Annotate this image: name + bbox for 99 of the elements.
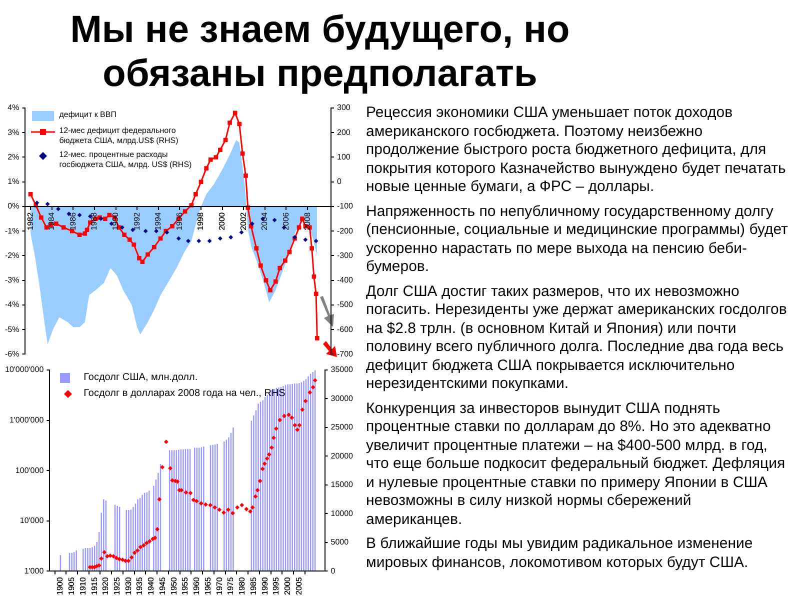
y-tick-label: -5% [4, 324, 20, 334]
legend-label: 12-мес. процентные расходы госбюджета США, млрд. US$ (RHS) [59, 150, 193, 170]
legend-label: 12-мес дефицит федерального бюджета США, млрд.US$ (RHS) [59, 126, 180, 146]
y-tick-label: -4% [4, 300, 20, 310]
y-tick-label: 2% [8, 152, 20, 162]
y2-tick-label: -300 [336, 250, 354, 260]
point [176, 236, 181, 241]
point [34, 200, 40, 205]
legend-label: Госдолг США, млн.долл. [84, 372, 198, 384]
point [186, 238, 190, 244]
y-tick-label: -6% [4, 349, 20, 358]
x-tick-label: 1970 [214, 576, 224, 595]
text: Конкуренция за инвесторов вынудит США поднять процентные ставки по долларам до 8%. Но это адекватно увеличит процентные платежи – на $400-500 млрд. в год, что еще больше подкосит федеральный бюджет. Дефляция и нулевые процентные ставки по примеру Японии в США невозможны в силу низкой нормы сбережений американцев. [366, 400, 786, 529]
x-tick-label: 1984 [47, 212, 56, 230]
x-tick-label: 1910 [78, 576, 88, 595]
x-tick-label: 1915 [90, 576, 99, 595]
point [272, 218, 277, 222]
x-tick-label: 1925 [112, 576, 122, 595]
x-tick-label: 1988 [90, 212, 99, 230]
x-tick-label: 1900 [56, 576, 65, 595]
point [196, 238, 202, 244]
x-tick-label: 1998 [196, 212, 206, 230]
y2-tick-label: -500 [336, 300, 354, 310]
y-tick-label: 10'000 [20, 516, 44, 526]
x-tick-label: 2000 [283, 576, 292, 595]
point [228, 235, 234, 240]
x-tick-label: 1920 [101, 576, 110, 595]
x-tick-label: 1986 [68, 212, 78, 230]
y-tick-label: 1'000'000 [9, 416, 44, 425]
x-tick-label: 2000 [218, 212, 227, 230]
x-tick-label: 1992 [132, 212, 142, 230]
x-tick-label: 1950 [169, 576, 178, 595]
y2-tick-label: -400 [336, 276, 354, 285]
point [77, 212, 82, 218]
x-tick-label: 2002 [238, 212, 248, 230]
y-tick-label: -1% [4, 226, 20, 236]
y2-tick-label: 5000 [330, 538, 350, 547]
x-tick-label: 1990 [260, 576, 270, 595]
y2-tick-label: 0 [330, 566, 336, 576]
point [314, 238, 318, 244]
x-tick-label: 1930 [124, 576, 133, 595]
x-tick-label: 1955 [180, 576, 190, 595]
text: В ближайшие годы мы увидим радикальное изменение мировых финансов, локомотивом которых будут США. [366, 535, 754, 572]
y2-tick-label: 100 [336, 152, 351, 162]
y-tick-label: 1% [8, 177, 20, 186]
x-tick-label: 1982 [26, 212, 35, 230]
y-tick-label: -3% [4, 276, 20, 285]
text: Долг США достиг таких размеров, что их невозможно погасить. Нерезиденты уже держат американских госдолгов на $2.8 трлн. (в основном Китай и Япония) или почти половину всего публичного долга. Последние два года весь дефицит бюджета США покрывается исключительно нерезидентскими покупками. [366, 282, 788, 394]
x-tick-label: 1940 [146, 576, 156, 595]
x-tick-label: 1965 [203, 576, 212, 595]
y2-tick-label: -700 [336, 349, 354, 358]
y2-tick-label: 25000 [330, 422, 354, 432]
x-tick-label: 1975 [226, 576, 236, 595]
x-tick-label: 1994 [154, 212, 163, 230]
y-tick-label: 100'000 [15, 466, 44, 475]
legend-label: Госдолг в долларах 2008 года на чел., RHS [84, 388, 286, 400]
y-tick-label: 4% [8, 103, 20, 112]
x-tick-label: 1945 [158, 576, 167, 595]
point [120, 225, 124, 230]
y2-tick-label: 20000 [330, 451, 354, 460]
y-tick-label: -2% [4, 250, 20, 260]
x-tick-label: 2006 [281, 212, 290, 230]
x-tick-label: 2008 [302, 212, 312, 230]
point [45, 202, 50, 206]
point [250, 222, 254, 226]
y-tick-label: 3% [8, 128, 20, 137]
x-tick-label: 1905 [67, 576, 76, 595]
x-tick-label: 1935 [135, 576, 144, 595]
y-tick-label: 1'000 [24, 566, 44, 576]
text: Рецессия экономики США уменьшает поток доходов американского госбюджета. Поэтому неизбежно продолжение быстрого роста бюджетного дефицита, для покрытия которого Казначейство вынуждено будет печатать новые ценные бумаги, а ФРС – доллары. [366, 104, 787, 196]
y-tick-label: 10'000'000 [4, 365, 44, 374]
x-tick-label: 1990 [110, 212, 120, 230]
chart-title: Мы не знаем будущего, но обязаны предполагать [69, 8, 571, 96]
point [303, 238, 308, 242]
y2-tick-label: -200 [336, 226, 354, 236]
text: Напряженность по непубличному государственному долгу (пенсионные, социальные и медицинские программы) будет ускоренно нарастать по мере выхода на пенсию беби-бумеров. [366, 202, 788, 276]
y2-tick-label: 35000 [330, 365, 354, 374]
y2-tick-label: 30000 [330, 394, 354, 403]
x-tick-label: 1985 [248, 576, 258, 595]
y2-tick-label: 15000 [330, 480, 354, 490]
y-tick-label: 0% [8, 202, 20, 211]
y2-tick-label: -600 [336, 324, 354, 334]
y2-tick-label: -100 [336, 202, 354, 211]
x-tick-label: 1980 [238, 576, 247, 595]
x-tick-label: 1960 [192, 576, 202, 595]
point [239, 230, 244, 235]
x-tick-label: 1996 [174, 212, 184, 230]
x-tick-label: 2005 [294, 576, 304, 595]
y2-tick-label: 200 [336, 128, 351, 137]
y2-tick-label: 0 [336, 177, 342, 186]
legend-label: дефицит к ВВП [59, 110, 116, 120]
point [143, 228, 148, 234]
x-tick-label: 2004 [260, 212, 270, 230]
x-tick-label: 1995 [272, 576, 281, 595]
point [207, 238, 212, 244]
point [218, 236, 222, 241]
point [56, 206, 60, 212]
y2-tick-label: 300 [336, 103, 351, 112]
y2-tick-label: 10000 [330, 508, 354, 518]
